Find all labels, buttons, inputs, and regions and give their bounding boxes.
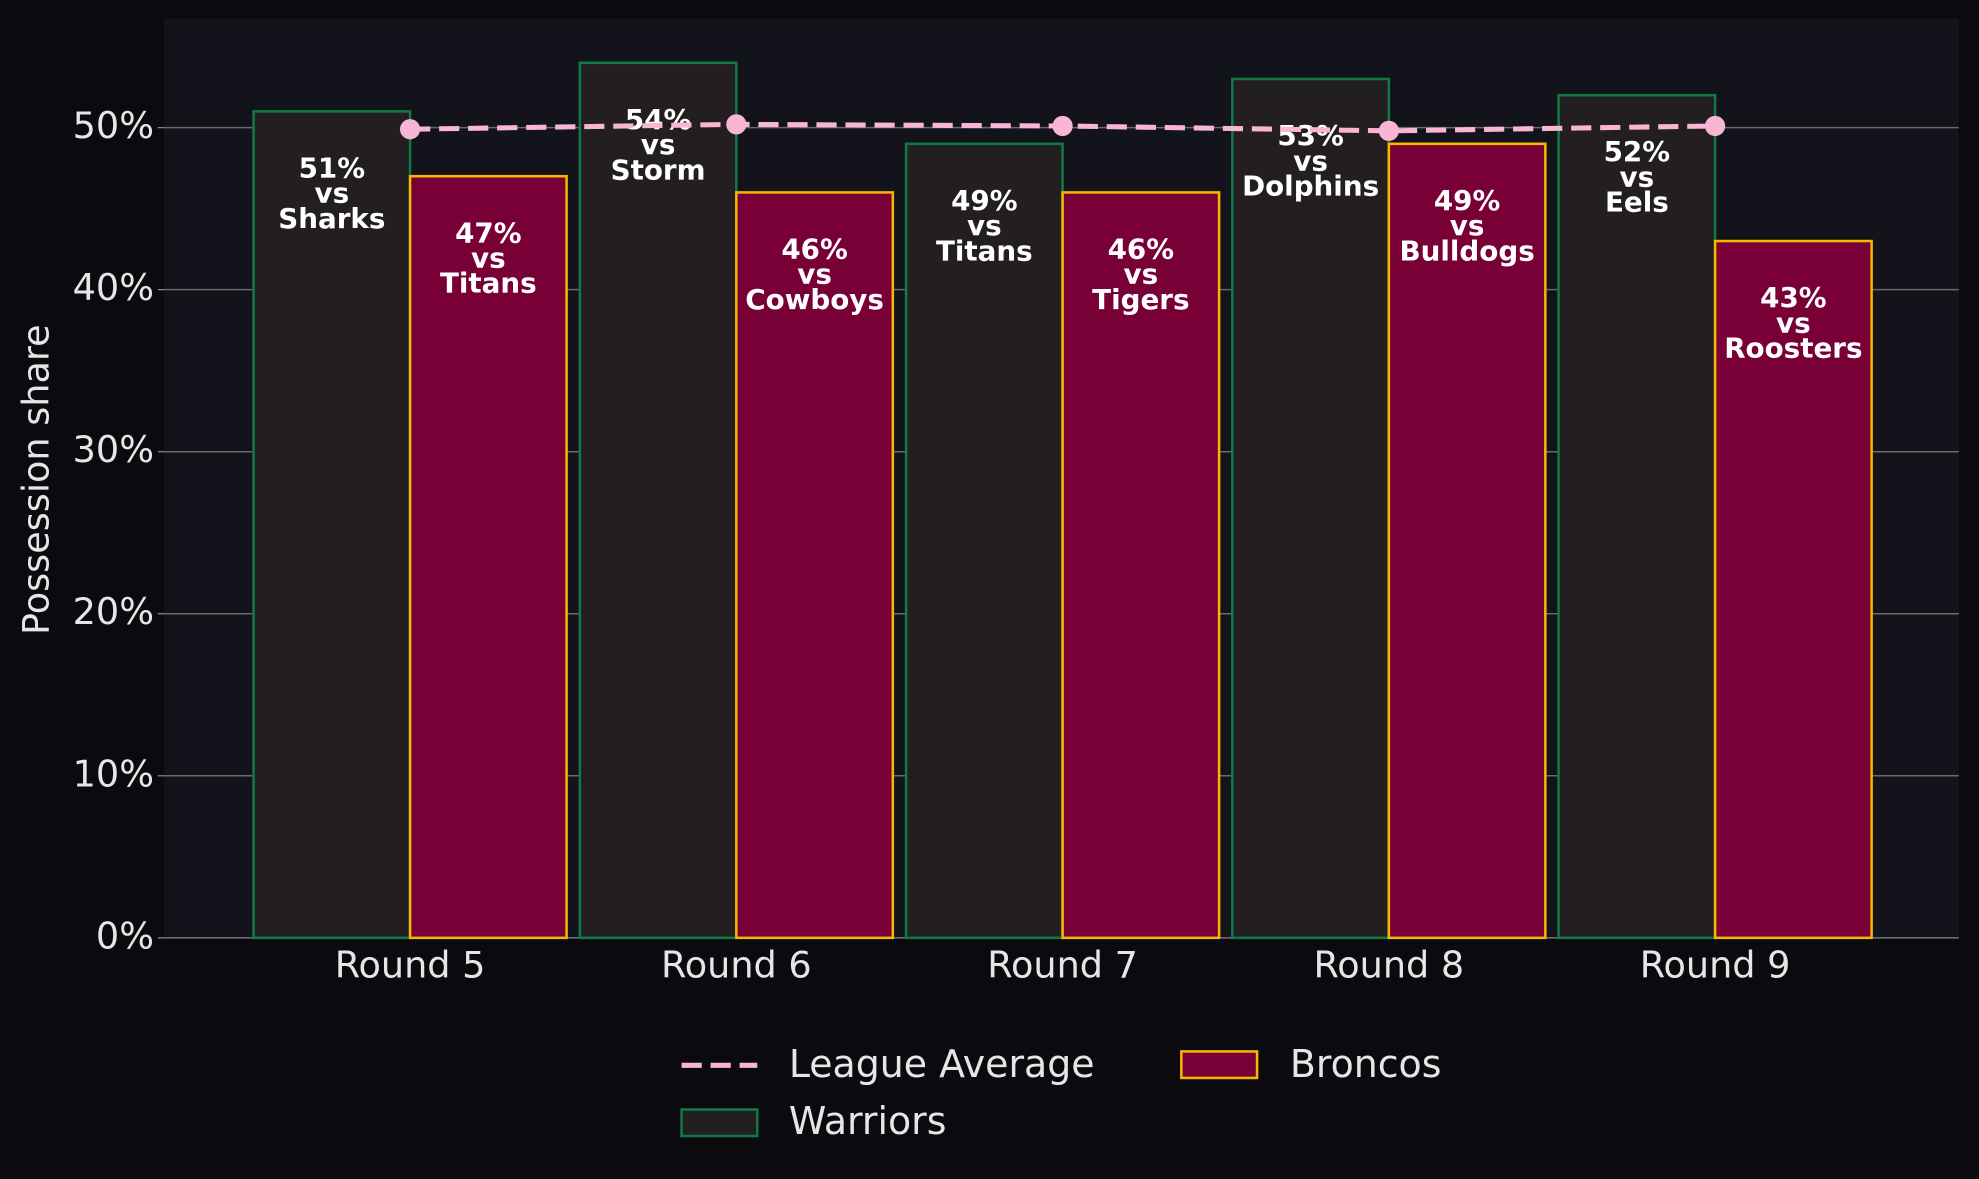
line-point [1705,115,1726,137]
x-tick-label: Round 5 [335,943,486,986]
bar [1061,191,1221,940]
y-tick-label: 10% [73,752,154,795]
opponent-prefix: vs [1450,209,1485,242]
legend-label: Warriors [789,1099,947,1143]
y-tick-label: 0% [96,914,154,957]
x-tick-label: Round 9 [1640,943,1791,986]
opponent-prefix: vs [967,209,1002,242]
value-label: 51% [299,151,365,184]
bar [735,191,895,940]
opponent-prefix: vs [797,258,832,291]
opponent-label: Dolphins [1242,170,1379,203]
value-label: 47% [455,216,521,249]
opponent-label: Titans [440,267,537,300]
opponent-prefix: vs [1620,160,1655,193]
bar [1557,93,1717,940]
bar [578,61,738,940]
opponent-prefix: vs [1293,144,1328,177]
x-tick-label: Round 6 [661,943,812,986]
opponent-label: Roosters [1724,332,1862,365]
value-label: 43% [1760,281,1826,314]
legend-swatch [680,1108,759,1138]
legend-label: League Average [789,1042,1095,1086]
bar [904,142,1064,940]
opponent-prefix: vs [641,128,676,161]
opponent-label: Sharks [278,202,385,235]
bar [1387,142,1547,940]
y-tick-label: 30% [73,428,154,471]
opponent-label: Storm [611,153,706,186]
opponent-label: Titans [936,234,1033,267]
value-label: 46% [1108,232,1174,265]
bar [408,174,568,940]
value-label: 49% [951,184,1017,217]
value-label: 54% [625,103,691,136]
opponent-prefix: vs [1776,306,1811,339]
y-tick-label: 20% [73,590,154,633]
value-label: 46% [781,232,847,265]
opponent-label: Eels [1605,186,1669,219]
value-label: 53% [1277,119,1343,152]
line-point [1378,120,1399,141]
line-point [1052,115,1073,137]
line-point [399,119,421,140]
legend-label: Broncos [1290,1042,1442,1086]
opponent-label: Tigers [1092,283,1189,316]
opponent-label: Cowboys [745,283,884,316]
y-axis-title: Possession share [14,324,57,635]
y-tick-label: 50% [73,104,154,147]
x-tick-label: Round 8 [1313,943,1464,986]
line-point [726,114,747,135]
y-tick-label: 40% [73,266,154,309]
opponent-prefix: vs [1124,258,1159,291]
bar [252,110,412,940]
opponent-label: Bulldogs [1399,234,1534,267]
value-label: 52% [1604,135,1670,168]
value-label: 49% [1434,184,1500,217]
legend-swatch [1180,1050,1259,1080]
bar [1713,239,1873,940]
opponent-prefix: vs [471,242,506,275]
x-tick-label: Round 7 [987,943,1138,986]
bar [1231,77,1391,940]
opponent-prefix: vs [315,177,350,210]
